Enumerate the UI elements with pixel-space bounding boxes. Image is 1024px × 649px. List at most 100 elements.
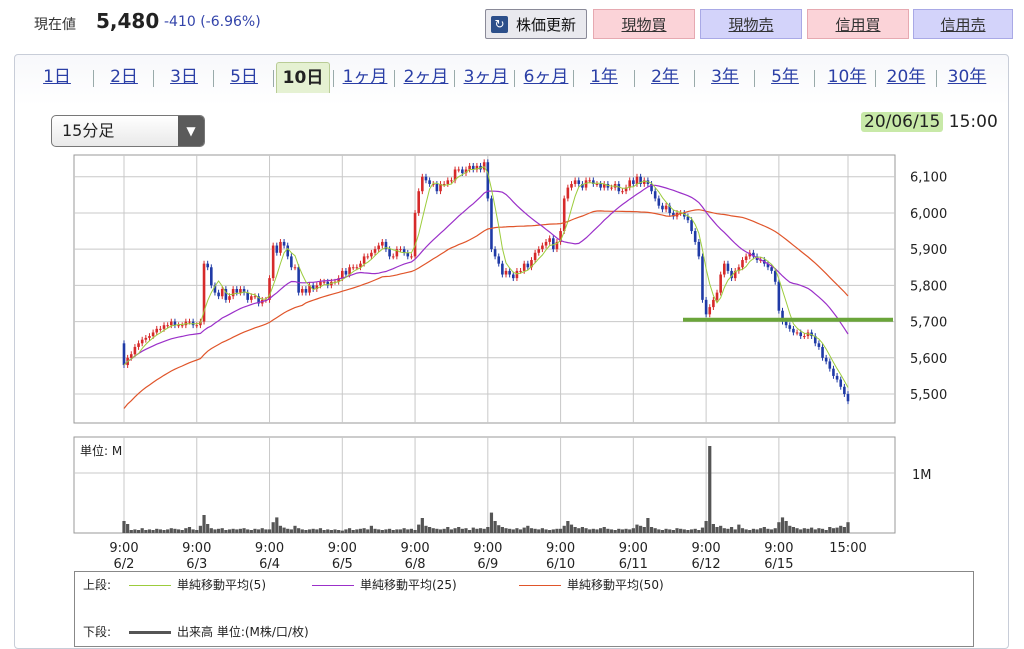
tab-2年[interactable]: 2年 — [651, 67, 679, 87]
time-tick-label: 9:00 — [546, 541, 575, 556]
candle-body — [202, 263, 206, 322]
date-tick-label: 6/15 — [764, 557, 793, 572]
candle-body — [293, 267, 297, 269]
volume-bar — [835, 527, 839, 533]
volume-bar — [253, 528, 257, 533]
tab-1年[interactable]: 1年 — [590, 67, 618, 87]
spot-buy-button[interactable]: 現物買 — [593, 9, 695, 39]
candle-body — [501, 263, 504, 275]
tab-10年[interactable]: 10年 — [827, 67, 867, 87]
tab-6ヶ月[interactable]: 6ヶ月 — [523, 67, 569, 87]
candle-body — [642, 180, 646, 184]
candle-body — [817, 343, 821, 347]
candle-body — [431, 183, 435, 185]
candle-body — [253, 296, 257, 298]
volume-bar — [395, 529, 399, 533]
tab-2ヶ月[interactable]: 2ヶ月 — [403, 67, 449, 87]
margin-sell-button[interactable]: 信用売 — [913, 9, 1013, 39]
candle-body — [461, 169, 464, 174]
tab-5年[interactable]: 5年 — [771, 67, 799, 87]
volume-bar — [551, 529, 555, 533]
candle-body — [410, 256, 413, 258]
volume-bar — [133, 529, 137, 533]
tab-3ヶ月[interactable]: 3ヶ月 — [463, 67, 509, 87]
tab-1日[interactable]: 1日 — [43, 67, 71, 87]
volume-bar — [588, 529, 592, 533]
volume-bar — [522, 527, 526, 533]
time-tick-label: 9:00 — [764, 541, 793, 556]
volume-bar — [213, 529, 217, 533]
sma25-line — [123, 184, 849, 366]
candle-body — [188, 321, 191, 323]
candle-body — [271, 245, 275, 279]
volume-bar — [398, 529, 403, 533]
spot-sell-button[interactable]: 現物売 — [700, 9, 802, 39]
volume-bar — [660, 530, 665, 533]
volume-bar — [777, 522, 781, 533]
refresh-price-button[interactable]: ↻ 株価更新 — [485, 9, 587, 39]
volume-bar — [573, 527, 577, 533]
timestamp-date: 20/06/15 — [861, 112, 944, 132]
sma25-swatch — [312, 585, 354, 586]
volume-unit-label: 単位: M — [80, 443, 122, 458]
volume-bar — [580, 527, 585, 533]
volume-bar — [617, 528, 621, 533]
volume-bar — [489, 512, 494, 533]
volume-bar — [158, 529, 162, 533]
date-tick-label: 6/12 — [692, 557, 721, 572]
volume-bar — [675, 528, 679, 533]
time-tick-label: 9:00 — [328, 541, 357, 556]
margin-buy-button[interactable]: 信用買 — [807, 9, 909, 39]
candle-body — [712, 299, 715, 308]
tab-separator — [694, 70, 695, 87]
volume-bar — [668, 529, 672, 533]
candle-body — [417, 191, 420, 213]
time-tick-label: 9:00 — [619, 541, 648, 556]
volume-bar — [307, 529, 312, 533]
tab-3年[interactable]: 3年 — [711, 67, 739, 87]
volume-bar — [206, 524, 210, 533]
legend-sma25-label: 単純移動平均(25) — [360, 578, 457, 592]
volume-bar — [515, 528, 519, 533]
chart-timestamp: 20/06/15 15:00 — [861, 112, 998, 132]
volume-bar — [719, 525, 723, 533]
interval-select[interactable]: 15分足 ▼ — [51, 115, 205, 147]
tab-separator — [514, 70, 515, 87]
volume-bar — [686, 530, 690, 533]
tab-3日[interactable]: 3日 — [170, 67, 198, 87]
volume-bar — [639, 525, 643, 533]
tab-separator — [454, 70, 455, 87]
volume-bar — [282, 527, 286, 533]
tab-1ヶ月[interactable]: 1ヶ月 — [342, 67, 388, 87]
price-tick-label: 6,000 — [910, 207, 947, 222]
volume-bar — [198, 525, 203, 533]
tab-10日[interactable]: 10日 — [276, 62, 330, 93]
volume-bar — [453, 528, 457, 533]
tab-30年[interactable]: 30年 — [947, 67, 987, 87]
candle-body — [744, 256, 748, 261]
volume-bar — [129, 530, 133, 533]
candle-body — [570, 183, 573, 188]
tab-2日[interactable]: 2日 — [110, 67, 138, 87]
legend-upper: 上段: — [83, 576, 111, 593]
date-tick-label: 6/9 — [477, 557, 498, 572]
volume-bar — [224, 530, 228, 533]
volume-bar — [679, 528, 683, 533]
volume-bar — [169, 528, 173, 533]
candle-body — [653, 191, 657, 199]
candle-body — [224, 289, 228, 300]
tab-20年[interactable]: 20年 — [886, 67, 926, 87]
candle-body — [511, 274, 515, 279]
volume-bar — [537, 529, 541, 533]
volume-bar — [209, 528, 213, 533]
candle-body — [784, 321, 788, 326]
tab-5日[interactable]: 5日 — [230, 67, 258, 87]
candle-body — [537, 249, 541, 253]
tab-separator — [573, 70, 574, 87]
candle-body — [708, 307, 712, 315]
volume-bar — [657, 529, 661, 533]
volume-bar — [508, 528, 512, 533]
candle-body — [220, 289, 224, 297]
volume-bar — [766, 528, 770, 533]
volume-bar — [773, 528, 777, 533]
